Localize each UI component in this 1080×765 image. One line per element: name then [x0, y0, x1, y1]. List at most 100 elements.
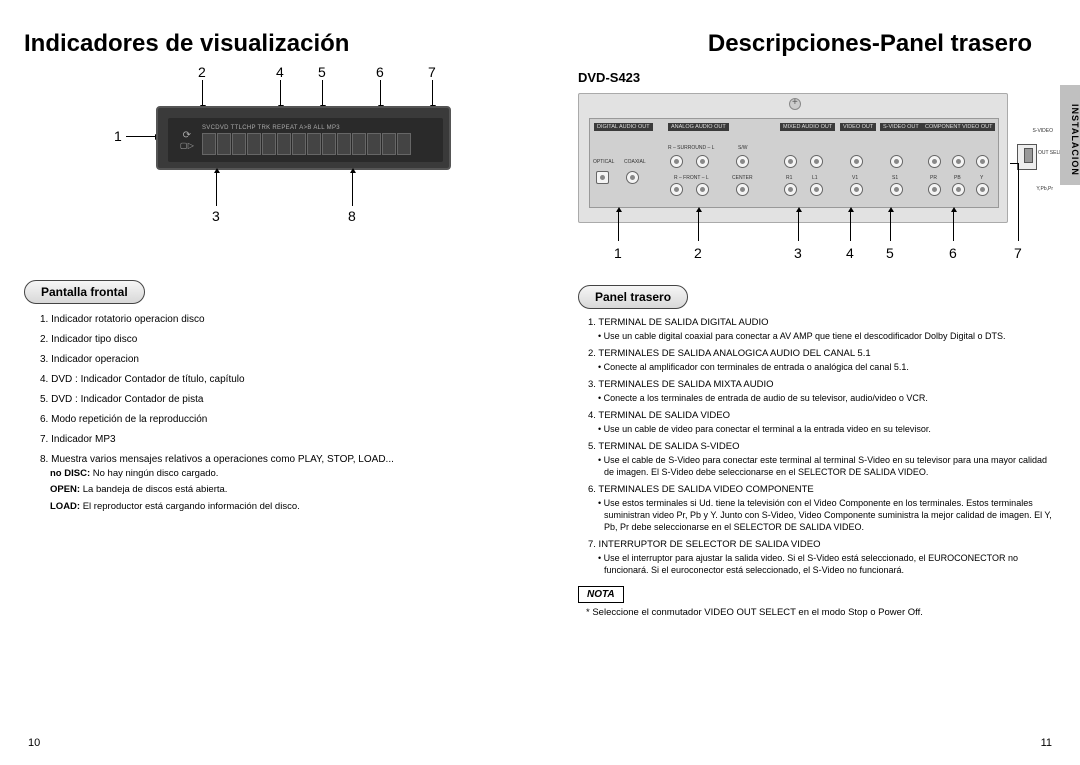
callout-4: 4: [276, 64, 284, 80]
callout-7: 7: [428, 64, 436, 80]
pill-front-panel: Pantalla frontal: [24, 280, 145, 304]
jack: [890, 183, 903, 196]
sub-item: OPEN: La bandeja de discos está abierta.: [50, 483, 516, 497]
list-item: 3. TERMINALES DE SALIDA MIXTA AUDIO• Con…: [588, 379, 1056, 404]
jack-coaxial: [626, 171, 639, 184]
pill-rear-panel: Panel trasero: [578, 285, 688, 309]
left-title: Indicadores de visualización: [24, 30, 516, 58]
jack: [810, 155, 823, 168]
list-item: 5. DVD : Indicador Contador de pista: [40, 392, 516, 407]
list-item: 3. Indicador operacion: [40, 352, 516, 367]
display-labels: SVCDVD TTLCHP TRK REPEAT A>B ALL MP3: [202, 125, 411, 131]
list-item: 7. INTERRUPTOR DE SELECTOR DE SALIDA VID…: [588, 539, 1056, 576]
item-heading: 4. TERMINAL DE SALIDA VIDEO: [588, 410, 1056, 423]
rear-callout-2: 2: [694, 245, 702, 261]
list-item: 2. TERMINALES DE SALIDA ANALOGICA AUDIO …: [588, 348, 1056, 373]
item-bullet: • Use el interruptor para ajustar la sal…: [598, 552, 1056, 576]
jack: [952, 155, 965, 168]
list-item: 4. TERMINAL DE SALIDA VIDEO• Use un cabl…: [588, 410, 1056, 435]
list-item: 8. Muestra varios mensajes relativos a o…: [40, 452, 516, 514]
sub-item: LOAD: El reproductor está cargando infor…: [50, 500, 516, 514]
label-video-out: VIDEO OUT: [840, 123, 876, 131]
item-bullet: • Use un cable digital coaxial para cone…: [598, 330, 1056, 342]
callout-5: 5: [318, 64, 326, 80]
item-heading: 3. TERMINALES DE SALIDA MIXTA AUDIO: [588, 379, 1056, 392]
model-label: DVD-S423: [578, 70, 1056, 85]
rear-callout-5: 5: [886, 245, 894, 261]
nota-text: * Seleccione el conmutador VIDEO OUT SEL…: [586, 607, 1056, 618]
jack: [784, 155, 797, 168]
jack: [696, 183, 709, 196]
side-tab-instalacion: INSTALACION: [1060, 85, 1080, 185]
display-panel: ⟳ ▢▷ SVCDVD TTLCHP TRK REPEAT A>B ALL MP…: [156, 106, 451, 170]
screw-icon: [789, 98, 801, 110]
sub-item: no DISC: No hay ningún disco cargado.: [50, 467, 516, 481]
rear-panel-list: 1. TERMINAL DE SALIDA DIGITAL AUDIO• Use…: [578, 317, 1056, 576]
list-item: 4. DVD : Indicador Contador de título, c…: [40, 372, 516, 387]
jack: [850, 183, 863, 196]
callout-6: 6: [376, 64, 384, 80]
jack: [976, 183, 989, 196]
jack: [928, 155, 941, 168]
list-item: 1. TERMINAL DE SALIDA DIGITAL AUDIO• Use…: [588, 317, 1056, 342]
disc-rotate-icon: ⟳ ▢▷: [172, 121, 202, 159]
list-item: 6. Modo repetición de la reproducción: [40, 412, 516, 427]
label-digital-audio: DIGITAL AUDIO OUT: [594, 123, 653, 131]
rear-panel-diagram: DIGITAL AUDIO OUT ANALOG AUDIO OUT MIXED…: [578, 93, 1008, 273]
page-number-left: 10: [28, 737, 40, 749]
jack: [696, 155, 709, 168]
jack: [736, 155, 749, 168]
item-bullet: • Use el cable de S-Video para conectar …: [598, 454, 1056, 478]
label-svideo-out: S-VIDEO OUT: [880, 123, 922, 131]
jack: [784, 183, 797, 196]
item-bullet: • Conecte a los terminales de entrada de…: [598, 392, 1056, 404]
display-digits: [202, 133, 411, 155]
rear-inner: DIGITAL AUDIO OUT ANALOG AUDIO OUT MIXED…: [589, 118, 999, 208]
front-panel-list: 1. Indicador rotatorio operacion disco 2…: [24, 312, 516, 514]
list-item: 5. TERMINAL DE SALIDA S-VIDEO• Use el ca…: [588, 441, 1056, 478]
item-heading: 5. TERMINAL DE SALIDA S-VIDEO: [588, 441, 1056, 454]
page-right: Descripciones-Panel trasero DVD-S423 DIG…: [540, 0, 1080, 765]
list-item: 7. Indicador MP3: [40, 432, 516, 447]
jack: [928, 183, 941, 196]
display-diagram: 2 4 5 6 7 1 ⟳ ▢▷ SVCDVD T: [114, 70, 524, 250]
item-heading: 6. TERMINALES DE SALIDA VIDEO COMPONENTE: [588, 484, 1056, 497]
callout-2: 2: [198, 64, 206, 80]
jack: [670, 155, 683, 168]
rear-panel: DIGITAL AUDIO OUT ANALOG AUDIO OUT MIXED…: [578, 93, 1008, 223]
jack: [736, 183, 749, 196]
jack: [976, 155, 989, 168]
jack: [952, 183, 965, 196]
list-item: 1. Indicador rotatorio operacion disco: [40, 312, 516, 327]
item-bullet: • Use un cable de video para conectar el…: [598, 423, 1056, 435]
page-left: Indicadores de visualización 2 4 5 6 7 1…: [0, 0, 540, 765]
label-component-out: COMPONENT VIDEO OUT: [922, 123, 995, 131]
rear-callout-3: 3: [794, 245, 802, 261]
label-mixed-audio: MIXED AUDIO OUT: [780, 123, 835, 131]
rear-callout-7: 7: [1014, 245, 1022, 261]
right-title: Descripciones-Panel trasero: [564, 30, 1032, 58]
item-heading: 7. INTERRUPTOR DE SELECTOR DE SALIDA VID…: [588, 539, 1056, 552]
jack-optical: [596, 171, 609, 184]
rear-callout-4: 4: [846, 245, 854, 261]
callout-3: 3: [212, 208, 220, 224]
rear-callout-6: 6: [949, 245, 957, 261]
callout-1: 1: [114, 128, 122, 144]
jack: [670, 183, 683, 196]
item-bullet: • Conecte al amplificador con terminales…: [598, 361, 1056, 373]
label-analog-audio: ANALOG AUDIO OUT: [668, 123, 729, 131]
callout-8: 8: [348, 208, 356, 224]
page-number-right: 11: [1041, 737, 1052, 749]
rear-callout-1: 1: [614, 245, 622, 261]
display-inner: ⟳ ▢▷ SVCDVD TTLCHP TRK REPEAT A>B ALL MP…: [168, 118, 443, 162]
item-bullet: • Use estos terminales si Ud. tiene la t…: [598, 497, 1056, 533]
nota-label: NOTA: [578, 586, 624, 603]
list-item: 6. TERMINALES DE SALIDA VIDEO COMPONENTE…: [588, 484, 1056, 533]
item-heading: 1. TERMINAL DE SALIDA DIGITAL AUDIO: [588, 317, 1056, 330]
jack: [850, 155, 863, 168]
jack: [890, 155, 903, 168]
item-heading: 2. TERMINALES DE SALIDA ANALOGICA AUDIO …: [588, 348, 1056, 361]
jack: [810, 183, 823, 196]
list-item: 2. Indicador tipo disco: [40, 332, 516, 347]
video-out-select-switch: [1017, 144, 1037, 170]
